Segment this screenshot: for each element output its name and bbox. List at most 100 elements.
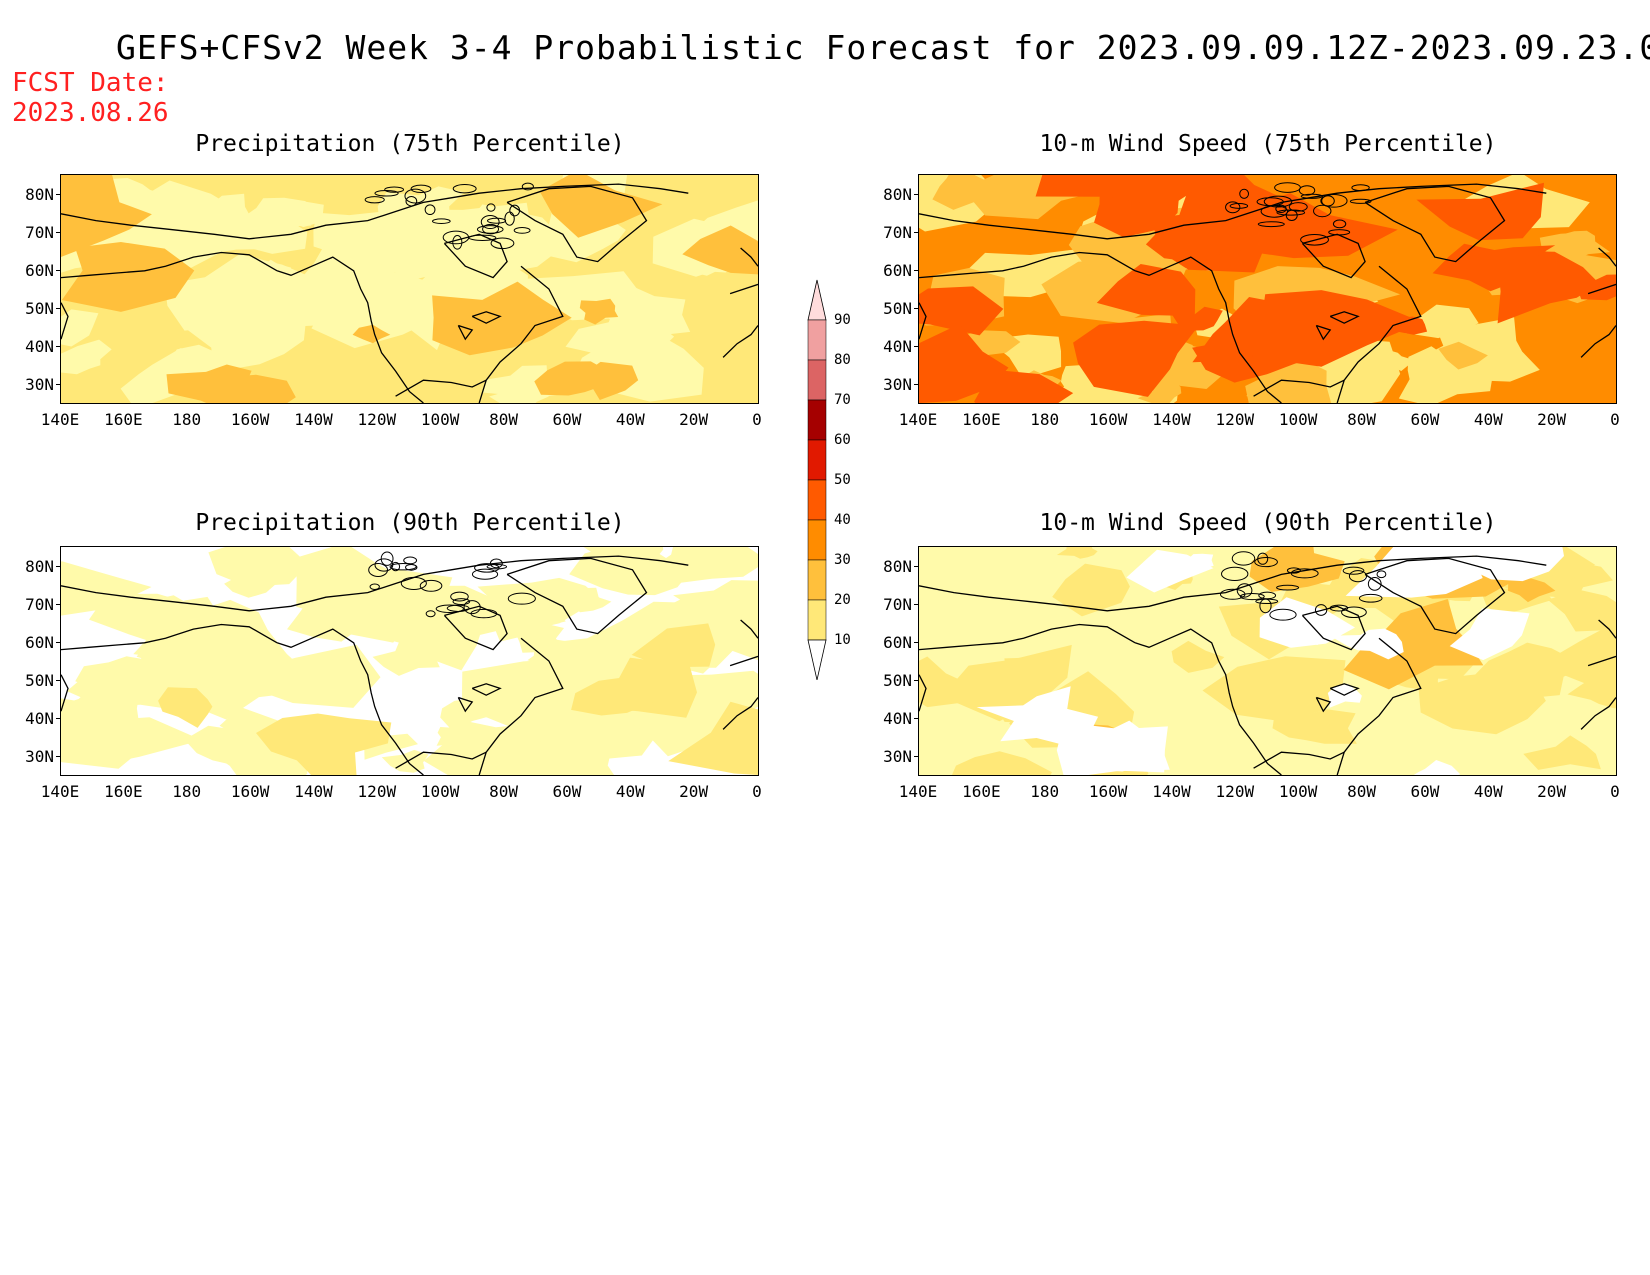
y-tick-label-1-5: 30N <box>883 375 912 394</box>
coastline-2-10 <box>722 697 758 730</box>
coastline-1-6 <box>1329 311 1360 324</box>
shade-patch-0-1-4 <box>166 364 261 403</box>
coastline-3-3 <box>1364 557 1506 635</box>
coastline-3-10 <box>1580 697 1616 730</box>
shade-patch-2-0-21 <box>569 587 612 613</box>
y-tick-label-2-1: 70N <box>25 595 54 614</box>
shade-patch-1-2-18 <box>1416 182 1544 241</box>
x-tick-label-3-7: 80W <box>1347 782 1376 801</box>
y-tick-0-0 <box>56 194 61 195</box>
x-tick-label-3-4: 140W <box>1152 782 1191 801</box>
colorbar-segment-7 <box>807 359 827 401</box>
colorbar-segment-4 <box>807 479 827 521</box>
island-3-12 <box>1348 570 1368 583</box>
shade-patch-0-1-9 <box>352 324 391 344</box>
island-0-10 <box>452 184 477 194</box>
shade-patch-3-0-10 <box>1556 627 1616 692</box>
y-tick-2-2 <box>56 642 61 643</box>
main-title: GEFS+CFSv2 Week 3-4 Probabilistic Foreca… <box>116 28 1650 67</box>
coastline-0-9 <box>729 283 758 295</box>
x-tick-label-0-6: 100W <box>420 410 460 429</box>
y-tick-2-1 <box>56 604 61 605</box>
colorbar-label-20: 20 <box>834 592 851 608</box>
x-tick-label-3-1: 160E <box>962 782 1001 801</box>
shade-patch-2-0-56 <box>72 687 139 728</box>
shade-patch-1-2-4 <box>919 286 1004 336</box>
y-tick-3-3 <box>914 680 919 681</box>
x-tick-label-3-5: 120W <box>1215 782 1255 801</box>
x-tick-label-3-10: 20W <box>1537 782 1567 801</box>
shade-patch-3-2-3 <box>1327 683 1362 708</box>
island-2-3 <box>425 610 436 618</box>
y-tick-3-5 <box>914 756 919 757</box>
shade-patch-1-2-14 <box>919 324 1009 403</box>
x-tick-label-1-11: 0 <box>1610 410 1620 429</box>
coastline-2-2 <box>61 555 689 612</box>
coastline-1-0 <box>1134 256 1282 403</box>
coastline-0-5 <box>478 265 564 403</box>
coastline-0-12 <box>61 302 69 340</box>
coastline-2-0 <box>276 628 424 775</box>
coastline-2-1 <box>61 623 278 651</box>
shade-patch-2-0-48 <box>527 616 694 700</box>
shade-patch-1-2-13 <box>1035 175 1216 208</box>
island-0-5 <box>513 227 531 234</box>
coastline-3-8 <box>1253 751 1345 769</box>
shade-patch-3-0-7 <box>1052 563 1130 617</box>
island-3-16 <box>1258 591 1277 600</box>
shade-patch-3-1-3 <box>1343 599 1484 690</box>
island-0-20 <box>442 230 470 245</box>
coastline-0-0 <box>276 256 424 403</box>
y-tick-label-0-5: 30N <box>25 375 54 394</box>
shade-patch-2-0-44 <box>208 547 309 587</box>
island-2-1 <box>419 579 443 592</box>
x-tick-label-3-2: 180 <box>1030 782 1060 801</box>
y-tick-3-4 <box>914 718 919 719</box>
shade-patch-3-2-9 <box>1345 547 1483 598</box>
x-tick-label-1-6: 100W <box>1278 410 1318 429</box>
map-field-3 <box>919 547 1616 775</box>
island-1-13 <box>1275 204 1287 214</box>
coastline-2-6 <box>471 683 502 696</box>
panel-title-0: Precipitation (75th Percentile) <box>195 131 625 157</box>
y-tick-label-3-1: 70N <box>883 595 912 614</box>
y-tick-1-3 <box>914 308 919 309</box>
colorbar-bottom-triangle <box>807 639 827 681</box>
shade-patch-3-0-5 <box>1202 656 1346 722</box>
x-tick-label-3-6: 100W <box>1278 782 1318 801</box>
coastline-2-12 <box>61 674 69 712</box>
x-tick-label-3-3: 160W <box>1088 782 1128 801</box>
y-tick-0-3 <box>56 308 61 309</box>
panel-title-2: Precipitation (90th Percentile) <box>195 510 625 536</box>
shade-patch-3-2-7 <box>1180 553 1214 569</box>
panel-title-3: 10-m Wind Speed (90th Percentile) <box>1039 510 1497 536</box>
shade-patch-0-1-6 <box>61 242 195 312</box>
colorbar-top-triangle <box>807 279 827 321</box>
island-1-3 <box>1300 233 1329 246</box>
x-tick-label-1-3: 160W <box>1088 410 1128 429</box>
island-0-1 <box>410 184 432 194</box>
map-panel-2 <box>60 546 759 776</box>
shade-patch-2-0-59 <box>287 599 397 642</box>
coastline-1-4 <box>1301 233 1366 279</box>
y-tick-label-3-0: 80N <box>883 557 912 576</box>
x-tick-label-0-1: 160E <box>104 410 143 429</box>
coastline-3-11 <box>1598 619 1616 639</box>
island-0-4 <box>509 204 521 217</box>
coastline-2-3 <box>506 557 648 635</box>
x-tick-label-0-2: 180 <box>172 410 202 429</box>
island-0-21 <box>480 215 500 230</box>
shade-patch-2-0-46 <box>174 672 243 709</box>
y-tick-label-0-4: 40N <box>25 337 54 356</box>
island-2-17 <box>368 563 389 577</box>
island-1-16 <box>1257 221 1285 228</box>
shade-patch-3-2-13 <box>1056 722 1168 775</box>
map-field-0 <box>61 175 758 403</box>
island-2-21 <box>435 604 464 614</box>
island-0-7 <box>504 211 515 226</box>
colorbar-segment-2 <box>807 559 827 601</box>
colorbar-label-40: 40 <box>834 512 851 528</box>
y-tick-2-0 <box>56 566 61 567</box>
y-tick-label-3-3: 50N <box>883 671 912 690</box>
x-tick-label-1-1: 160E <box>962 410 1001 429</box>
